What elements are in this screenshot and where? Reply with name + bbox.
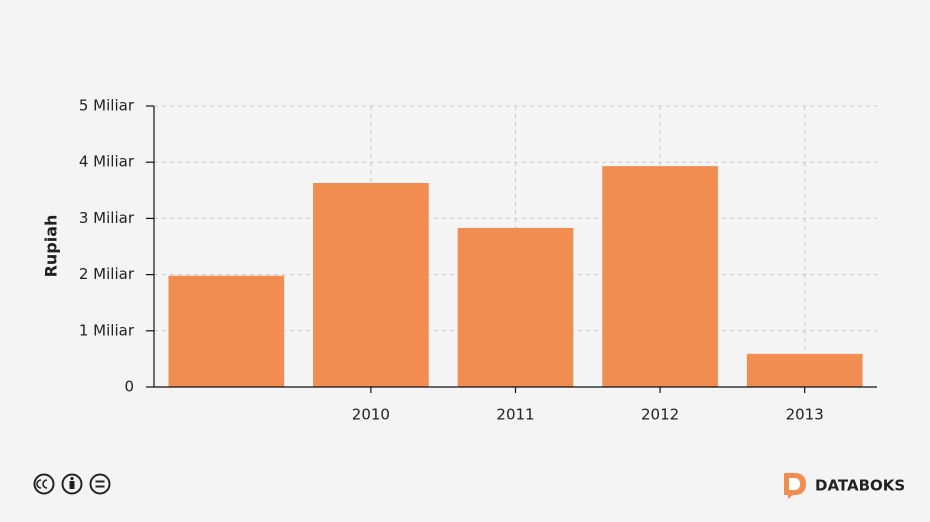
x-tick-label: 2013 (786, 406, 824, 424)
y-tick-label: 5 Miliar (79, 97, 135, 115)
y-tick-label: 1 Miliar (79, 321, 135, 339)
x-tick-label: 2010 (352, 406, 390, 424)
bar (602, 166, 718, 387)
bar (168, 275, 285, 387)
brand-name: DATABOKS (815, 477, 905, 495)
y-tick-label: 2 Miliar (79, 265, 135, 283)
y-tick-label: 4 Miliar (79, 153, 135, 171)
bar (457, 227, 574, 387)
y-axis-title: Rupiah (42, 215, 61, 278)
x-tick-label: 2012 (641, 406, 679, 424)
bar (746, 353, 863, 387)
license-icons (33, 473, 111, 495)
x-tick-label: 2011 (496, 406, 534, 424)
bar (313, 182, 429, 387)
brand-logo (784, 473, 806, 499)
y-tick-label: 0 (124, 378, 134, 396)
y-tick-label: 3 Miliar (79, 209, 135, 227)
